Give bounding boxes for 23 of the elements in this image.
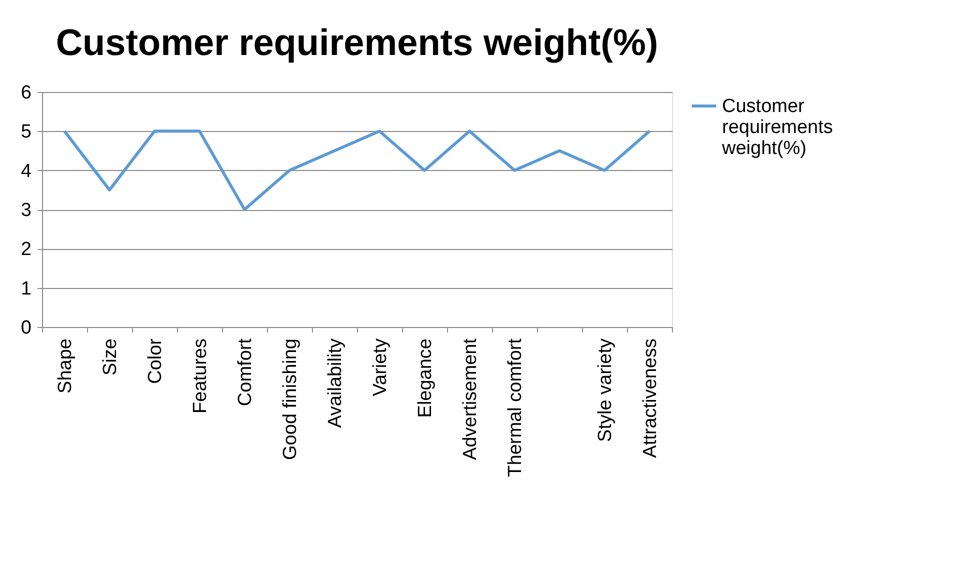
x-tick-label: Good finishing	[280, 338, 301, 460]
y-tick-label: 0	[20, 318, 32, 338]
x-tick-label: Elegance	[415, 338, 436, 418]
y-tick-label: 3	[20, 200, 32, 221]
x-tick-label: Advertisement	[460, 338, 481, 460]
x-tick-label: Style variety	[595, 338, 616, 442]
x-tick-label: Availability	[325, 338, 346, 428]
x-tick-label: Comfort	[235, 338, 256, 406]
y-tick-label: 4	[20, 160, 32, 182]
y-tick-label: 1	[20, 278, 32, 300]
y-tick-label: 6	[20, 82, 32, 104]
x-tick-label: Shape	[55, 338, 76, 394]
x-tick-label: Thermal comfort	[505, 338, 526, 477]
x-tick-label: Variety	[370, 338, 391, 396]
y-tick-label: 2	[20, 239, 32, 260]
line-series	[63, 130, 651, 211]
x-tick-label: Features	[190, 338, 211, 414]
chart-title: Customer requirements weight(%)	[56, 22, 658, 63]
y-tick-label: 5	[20, 122, 32, 143]
x-tick-label: Color	[145, 338, 166, 384]
x-tick-label: Attractiveness	[640, 338, 661, 458]
x-tick-label: Size	[100, 338, 121, 376]
legend-label: Customer requirements weight(%)	[721, 96, 833, 159]
